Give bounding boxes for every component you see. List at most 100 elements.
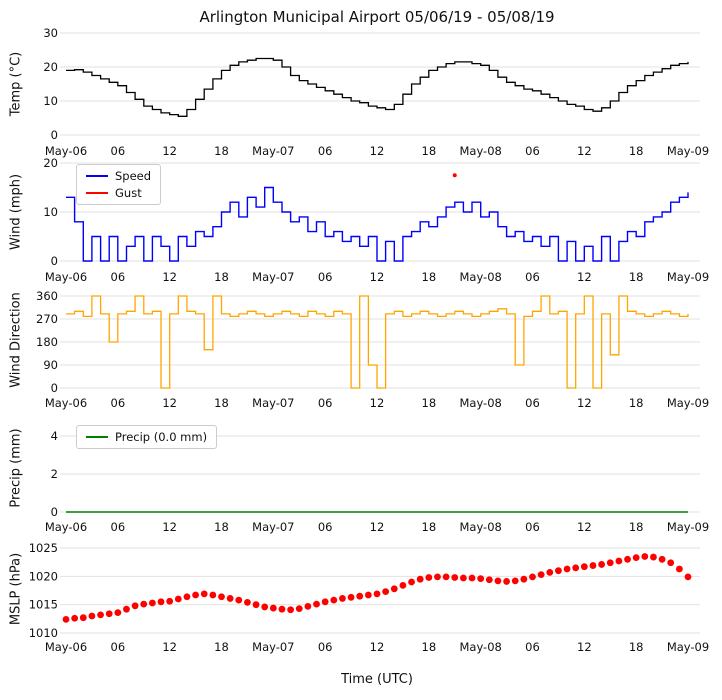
mslp-point — [658, 555, 666, 563]
x-tick-label: May-08 — [459, 144, 501, 158]
mslp-point — [97, 611, 104, 619]
y-tick-label: 1020 — [29, 569, 58, 583]
x-tick-label: 06 — [318, 270, 333, 284]
x-tick-label: 06 — [525, 144, 540, 158]
mslp-point — [174, 595, 182, 603]
mslp-point — [434, 573, 441, 581]
mslp-point — [624, 555, 631, 563]
mslp-point — [140, 600, 148, 608]
mslp-point — [218, 593, 225, 601]
x-tick-label: 18 — [422, 640, 437, 654]
mslp-point — [382, 588, 390, 596]
y-tick-label: 0 — [51, 381, 58, 395]
mslp-point — [511, 577, 519, 585]
x-tick-label: 12 — [162, 396, 177, 410]
mslp-point — [589, 562, 597, 569]
mslp-point — [313, 600, 320, 608]
precip-axis-label: Precip (mm) — [8, 428, 24, 508]
x-tick-label: 12 — [370, 144, 385, 158]
mslp-point — [451, 574, 459, 581]
x-tick-label: May-08 — [459, 396, 501, 410]
mslp-point — [390, 585, 398, 593]
x-tick-label: 06 — [318, 396, 333, 410]
mslp-point — [304, 602, 312, 610]
x-tick-label: May-08 — [459, 640, 501, 654]
x-tick-label: May-07 — [252, 396, 294, 410]
wind-axis-label: Wind (mph) — [8, 173, 24, 251]
legend-label-gust: Gust — [115, 186, 142, 200]
x-tick-label: 06 — [111, 270, 126, 284]
mslp-point — [200, 590, 208, 598]
x-tick-label: 18 — [629, 144, 644, 158]
x-tick-label: May-07 — [252, 270, 294, 284]
x-tick-label: 06 — [318, 144, 333, 158]
x-tick-label: 06 — [318, 520, 333, 534]
mslp-point — [485, 576, 493, 584]
x-tick-label: 12 — [577, 270, 592, 284]
y-tick-label: 4 — [51, 429, 58, 443]
mslp-point — [252, 601, 260, 609]
mslp-point — [226, 595, 234, 602]
winddir-axis-label: Wind Direction — [8, 292, 24, 388]
mslp-point — [684, 573, 692, 581]
x-tick-label: 12 — [162, 520, 177, 534]
x-tick-label: May-06 — [45, 520, 87, 534]
mslp-panel: 1010 1015 1020 1025 May-06 06 12 18 May-07 06 12 18… — [29, 542, 709, 654]
mslp-point — [105, 610, 113, 618]
y-tick-label: 0 — [51, 505, 58, 519]
x-tick-label: 18 — [629, 520, 644, 534]
gust-line-swatch — [86, 192, 108, 194]
mslp-point — [339, 595, 346, 602]
x-tick-label: 18 — [214, 520, 229, 534]
y-tick-label: 10 — [43, 94, 58, 108]
mslp-point — [278, 605, 286, 613]
mslp-point — [62, 616, 70, 623]
x-tick-label: 06 — [318, 640, 333, 654]
x-tick-label: May-06 — [45, 270, 87, 284]
wind-gust-point — [452, 173, 457, 178]
mslp-point — [477, 575, 485, 582]
x-tick-label: May-09 — [667, 144, 709, 158]
x-tick-label: May-06 — [45, 640, 87, 654]
y-tick-label: 360 — [36, 289, 58, 303]
mslp-point — [667, 559, 675, 567]
x-tick-label: May-06 — [45, 144, 87, 158]
y-tick-label: 20 — [43, 60, 58, 74]
precip-legend: Precip (0.0 mm) — [76, 425, 218, 449]
mslp-point — [555, 567, 562, 575]
mslp-point — [580, 563, 588, 571]
mslp-point — [321, 598, 329, 606]
x-axis-label: Time (UTC) — [341, 672, 413, 687]
x-tick-label: 12 — [577, 144, 592, 158]
mslp-point — [537, 571, 545, 579]
mslp-point — [503, 578, 510, 585]
mslp-point — [399, 582, 407, 589]
mslp-point — [408, 578, 415, 586]
y-tick-label: 2 — [51, 467, 58, 481]
x-tick-label: 12 — [577, 640, 592, 654]
x-tick-label: 12 — [370, 270, 385, 284]
y-tick-label: 180 — [36, 335, 58, 349]
mslp-point — [269, 604, 277, 612]
wind-direction-panel: 0 90 180 270 360 May-06 06 12 18 May-07 06 12 18 May-… — [36, 289, 709, 410]
x-tick-label: 18 — [422, 520, 437, 534]
x-tick-label: 18 — [422, 270, 437, 284]
mslp-point — [261, 603, 269, 611]
x-tick-label: 18 — [629, 270, 644, 284]
legend-item-gust: Gust — [86, 186, 151, 200]
y-tick-label: 1015 — [29, 598, 58, 612]
wind-direction-line — [66, 295, 689, 389]
temp-panel: 0 10 20 30 May-06 06 12 18 May-07 06 12 18 May-08 06 1… — [43, 28, 709, 158]
mslp-point — [529, 573, 536, 581]
x-tick-label: 06 — [525, 396, 540, 410]
x-tick-label: 12 — [162, 640, 177, 654]
mslp-point — [563, 565, 571, 573]
mslp-point — [330, 596, 338, 604]
x-tick-label: 12 — [577, 396, 592, 410]
x-tick-label: 12 — [370, 640, 385, 654]
mslp-point — [425, 574, 433, 581]
mslp-point — [442, 573, 450, 581]
x-tick-label: May-08 — [459, 270, 501, 284]
y-tick-label: 90 — [43, 358, 58, 372]
